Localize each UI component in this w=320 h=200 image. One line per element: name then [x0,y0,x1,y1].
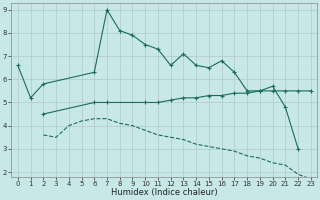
X-axis label: Humidex (Indice chaleur): Humidex (Indice chaleur) [111,188,218,197]
